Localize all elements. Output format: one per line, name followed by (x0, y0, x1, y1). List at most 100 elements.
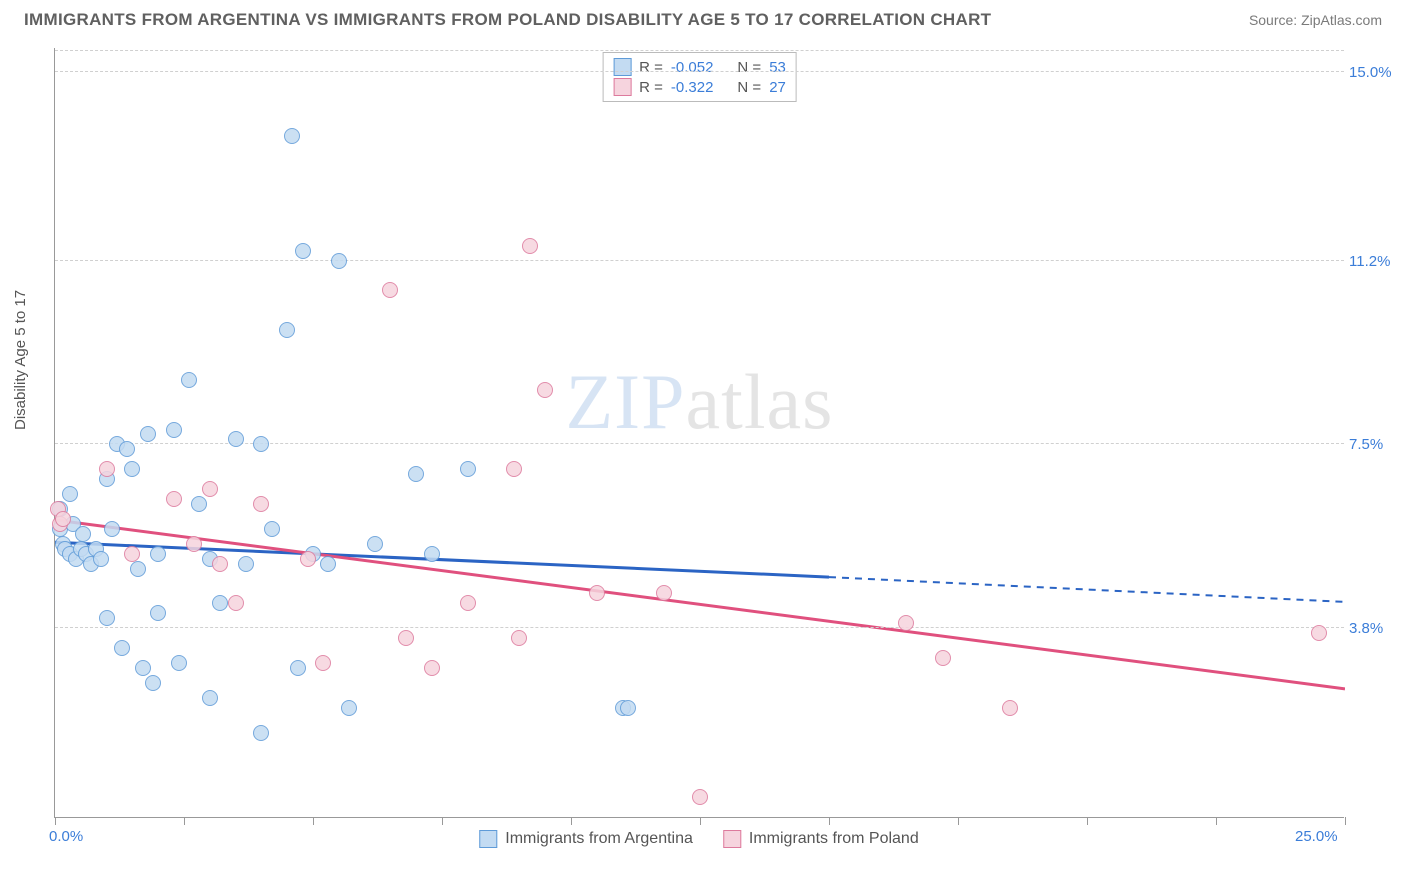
scatter-point (382, 282, 398, 298)
legend-swatch (613, 58, 631, 76)
plot-container: ZIPatlas R =-0.052N =53R =-0.322N =27 3.… (54, 48, 1344, 818)
scatter-point (331, 253, 347, 269)
title-bar: IMMIGRANTS FROM ARGENTINA VS IMMIGRANTS … (0, 0, 1406, 36)
scatter-point (212, 556, 228, 572)
scatter-point (300, 551, 316, 567)
scatter-point (692, 789, 708, 805)
regression-line-extrapolated (829, 577, 1345, 602)
scatter-point (1002, 700, 1018, 716)
x-range-label: 25.0% (1295, 828, 1338, 845)
legend-r-value: -0.322 (671, 79, 714, 96)
gridline (55, 71, 1344, 72)
scatter-point (320, 556, 336, 572)
scatter-point (341, 700, 357, 716)
regression-lines (55, 48, 1345, 818)
legend-swatch (723, 830, 741, 848)
gridline (55, 627, 1344, 628)
legend-n-value: 27 (769, 79, 786, 96)
x-tick (571, 817, 572, 825)
scatter-point (99, 461, 115, 477)
scatter-point (367, 536, 383, 552)
scatter-point (228, 595, 244, 611)
scatter-point (295, 243, 311, 259)
legend-series-label: Immigrants from Poland (749, 830, 919, 848)
regression-line (55, 520, 1345, 689)
legend-r-value: -0.052 (671, 59, 714, 76)
gridline (55, 50, 1344, 51)
scatter-point (104, 521, 120, 537)
scatter-point (75, 526, 91, 542)
scatter-point (620, 700, 636, 716)
scatter-point (264, 521, 280, 537)
scatter-point (935, 650, 951, 666)
scatter-point (315, 655, 331, 671)
x-range-label: 0.0% (49, 828, 83, 845)
legend-n-label: N = (737, 59, 761, 76)
scatter-point (93, 551, 109, 567)
y-tick-label: 7.5% (1349, 436, 1404, 453)
scatter-point (253, 725, 269, 741)
scatter-point (238, 556, 254, 572)
scatter-point (284, 128, 300, 144)
scatter-point (398, 630, 414, 646)
scatter-point (1311, 625, 1327, 641)
scatter-point (119, 441, 135, 457)
scatter-point (114, 640, 130, 656)
scatter-point (460, 595, 476, 611)
legend-n-value: 53 (769, 59, 786, 76)
scatter-point (460, 461, 476, 477)
scatter-point (62, 486, 78, 502)
legend-series-label: Immigrants from Argentina (505, 830, 693, 848)
watermark-thin: atlas (686, 358, 834, 445)
y-tick-label: 15.0% (1349, 64, 1404, 81)
scatter-point (99, 610, 115, 626)
scatter-point (202, 481, 218, 497)
scatter-point (140, 426, 156, 442)
scatter-point (408, 466, 424, 482)
x-tick (958, 817, 959, 825)
legend-bottom-item: Immigrants from Poland (723, 830, 919, 848)
x-tick (1087, 817, 1088, 825)
scatter-point (898, 615, 914, 631)
legend-top-row: R =-0.052N =53 (613, 57, 786, 77)
x-tick (313, 817, 314, 825)
legend-r-label: R = (639, 79, 663, 96)
scatter-point (656, 585, 672, 601)
scatter-point (290, 660, 306, 676)
scatter-point (424, 546, 440, 562)
legend-top-row: R = -0.322 N = 27 (613, 77, 786, 97)
scatter-point (537, 382, 553, 398)
scatter-point (186, 536, 202, 552)
x-tick (829, 817, 830, 825)
watermark-bold: ZIP (566, 358, 686, 445)
x-tick (55, 817, 56, 825)
scatter-point (279, 322, 295, 338)
x-tick (184, 817, 185, 825)
y-tick-label: 3.8% (1349, 620, 1404, 637)
scatter-point (253, 436, 269, 452)
scatter-point (124, 461, 140, 477)
scatter-point (522, 238, 538, 254)
scatter-point (130, 561, 146, 577)
scatter-point (212, 595, 228, 611)
watermark: ZIPatlas (566, 357, 834, 447)
scatter-point (145, 675, 161, 691)
scatter-point (150, 605, 166, 621)
scatter-point (135, 660, 151, 676)
legend-bottom-item: Immigrants from Argentina (479, 830, 693, 848)
source-label: Source: ZipAtlas.com (1249, 12, 1382, 28)
scatter-point (166, 422, 182, 438)
scatter-point (202, 690, 218, 706)
scatter-point (150, 546, 166, 562)
x-tick (1216, 817, 1217, 825)
legend-n-label: N = (737, 79, 761, 96)
gridline (55, 260, 1344, 261)
y-axis-label: Disability Age 5 to 17 (12, 290, 29, 430)
scatter-point (228, 431, 244, 447)
plot-area: ZIPatlas R =-0.052N =53R =-0.322N =27 3.… (54, 48, 1344, 818)
scatter-point (181, 372, 197, 388)
y-tick-label: 11.2% (1349, 253, 1404, 270)
legend-swatch (479, 830, 497, 848)
scatter-point (424, 660, 440, 676)
chart-title: IMMIGRANTS FROM ARGENTINA VS IMMIGRANTS … (24, 10, 991, 30)
